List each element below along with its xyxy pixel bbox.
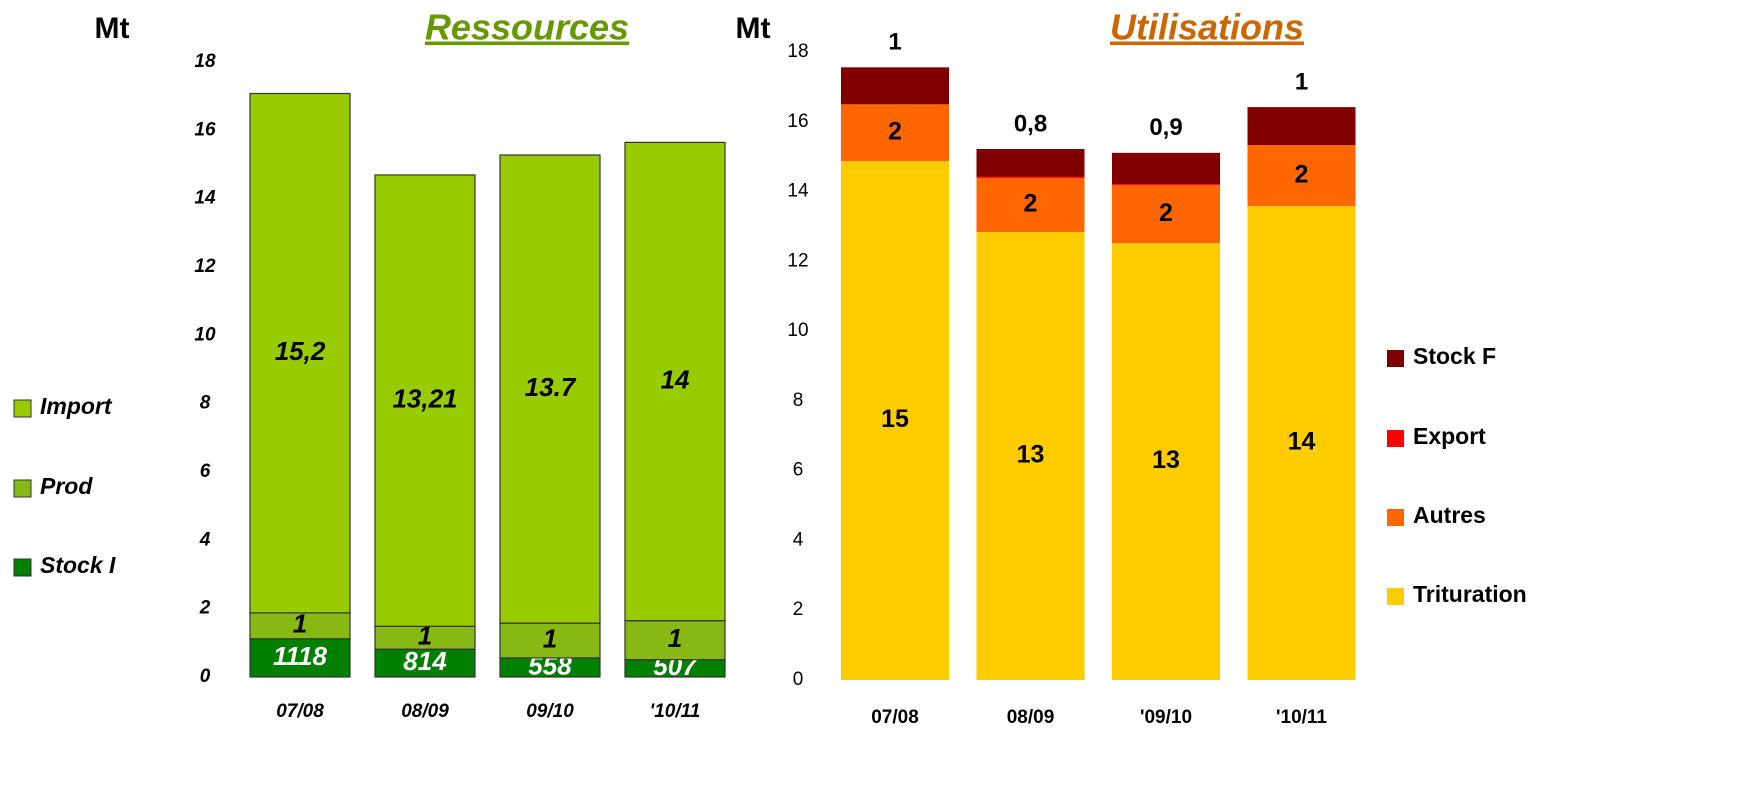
chart-title: Utilisations	[1110, 7, 1304, 48]
y-tick-label: 16	[787, 111, 808, 132]
value-label: 1	[543, 623, 557, 653]
bar-segment	[976, 177, 1085, 233]
y-tick-label: 6	[200, 461, 211, 482]
bar-segment	[374, 174, 476, 627]
y-tick-label: 18	[194, 51, 216, 72]
bar-segment	[1247, 206, 1356, 680]
x-tick-label: '10/11	[650, 701, 701, 722]
value-label: 14	[661, 364, 690, 394]
legend-swatch	[1387, 588, 1404, 605]
value-label: 0,8	[1014, 110, 1047, 137]
y-tick-label: 12	[787, 250, 808, 271]
value-label: 2	[1024, 190, 1038, 218]
bar-segment	[624, 620, 726, 661]
bar-segment	[249, 638, 351, 678]
value-label: 1	[1295, 68, 1308, 95]
value-label: 2	[1159, 199, 1173, 227]
bar-segment	[1112, 243, 1220, 681]
bar-segment	[976, 176, 1085, 178]
x-tick-label: '09/10	[1140, 707, 1192, 728]
legend-label: Stock F	[1413, 343, 1496, 369]
bar-segment	[1112, 152, 1220, 185]
value-label: 2	[888, 117, 902, 145]
y-tick-label: 4	[199, 529, 211, 550]
y-tick-label: 2	[793, 599, 804, 620]
y-tick-label: 0	[200, 666, 211, 687]
value-label: 0,9	[1149, 114, 1182, 141]
bar-segment	[1112, 184, 1220, 186]
legend-swatch	[13, 558, 32, 577]
bar-segment	[374, 648, 476, 678]
value-label: 13.7	[525, 372, 577, 402]
y-tick-label: 6	[793, 460, 804, 481]
x-tick-label: 09/10	[526, 701, 574, 722]
y-tick-label: 14	[787, 181, 809, 202]
y-tick-label: 10	[787, 320, 808, 341]
legend-swatch	[1387, 509, 1404, 526]
y-tick-label: 16	[194, 119, 216, 140]
legend-label: Trituration	[1413, 581, 1527, 607]
value-label: 1	[293, 609, 307, 639]
bar-segment	[499, 154, 601, 624]
value-label: 1	[888, 29, 901, 56]
axis-unit: Mt	[736, 12, 771, 45]
y-tick-label: 14	[194, 188, 216, 209]
bar-segment	[624, 141, 726, 622]
value-label: 1	[668, 623, 682, 653]
legend-swatch	[1387, 430, 1404, 447]
y-tick-label: 2	[199, 598, 211, 619]
y-tick-label: 8	[200, 393, 211, 414]
x-tick-label: 08/09	[1007, 707, 1055, 728]
value-label: 1	[418, 621, 432, 651]
y-tick-label: 18	[787, 41, 808, 62]
value-label: 1118	[273, 641, 328, 671]
legend-label: Export	[1413, 423, 1486, 449]
value-label: 13	[1017, 441, 1045, 469]
value-label: 15	[881, 405, 909, 433]
value-label: 2	[1295, 160, 1309, 188]
x-tick-label: 07/08	[276, 701, 324, 722]
bar-segment	[976, 232, 1085, 680]
axis-unit: Mt	[95, 12, 130, 45]
bar-segment	[1112, 185, 1220, 244]
bar-segment	[841, 67, 949, 105]
value-label: 814	[403, 646, 447, 676]
bar-segment	[841, 104, 949, 162]
y-tick-label: 0	[793, 669, 804, 690]
x-tick-label: 07/08	[871, 707, 919, 728]
legend-label: Import	[40, 393, 113, 419]
legend-swatch	[1387, 350, 1404, 367]
y-tick-label: 12	[194, 256, 216, 277]
bar-segment	[249, 92, 351, 614]
bar-segment	[841, 161, 949, 681]
value-label: 13	[1152, 446, 1180, 474]
bar-segment	[249, 612, 351, 640]
chart-title: Ressources	[425, 7, 629, 48]
legend-label: Prod	[40, 473, 93, 499]
legend-label: Stock I	[40, 552, 116, 578]
y-tick-label: 8	[793, 390, 804, 411]
bar-segment	[976, 148, 1085, 177]
legend-swatch	[13, 399, 32, 418]
value-label: 14	[1288, 428, 1316, 456]
x-tick-label: '10/11	[1276, 707, 1327, 728]
value-label: 13,21	[392, 384, 457, 414]
value-label: 15,2	[275, 336, 326, 366]
y-tick-label: 10	[194, 324, 216, 345]
x-tick-label: 08/09	[401, 701, 449, 722]
legend-swatch	[13, 479, 32, 498]
bar-segment	[1247, 145, 1356, 207]
legend-label: Autres	[1413, 502, 1486, 528]
bar-segment	[1247, 107, 1356, 146]
y-tick-label: 4	[793, 529, 804, 550]
